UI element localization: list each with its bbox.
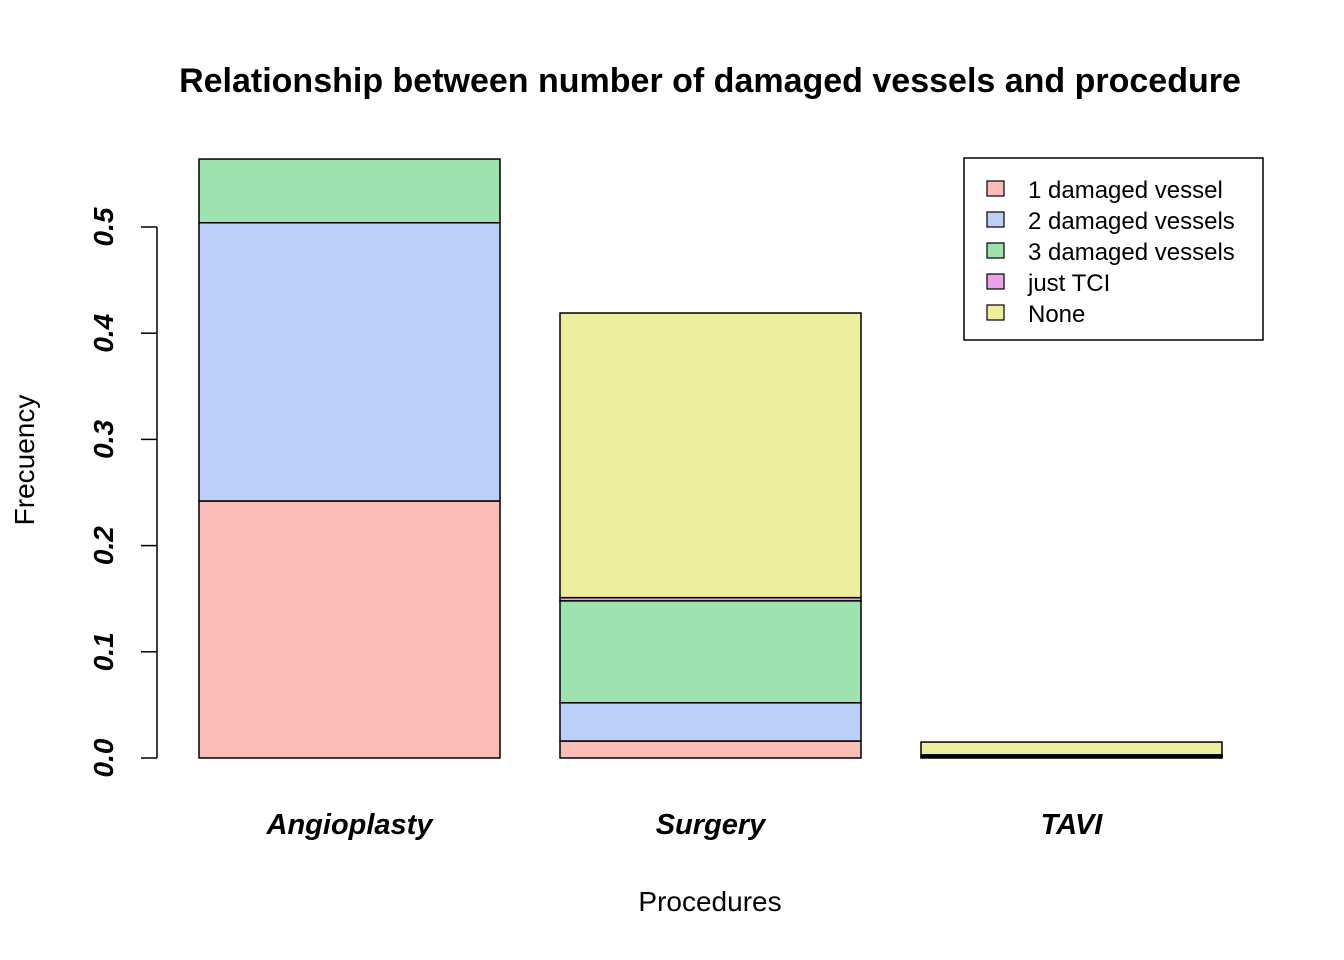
legend-box: [963, 157, 1264, 341]
y-tick-label: 0.5: [88, 207, 119, 246]
legend-swatch: [986, 242, 1005, 259]
legend-label: 1 damaged vessel: [1028, 177, 1223, 204]
x-category-labels: Angioplasty Surgery TAVI: [266, 809, 1104, 841]
bar-segment: [559, 702, 862, 742]
x-category-label: Surgery: [656, 809, 767, 841]
y-tick-label: 0.1: [88, 632, 119, 671]
bar-segment: [559, 740, 862, 759]
y-axis: 0.0 0.1 0.2 0.3 0.4 0.5: [88, 207, 158, 777]
legend-label: None: [1028, 301, 1085, 328]
y-tick-label: 0.3: [88, 420, 119, 459]
y-tick-label: 0.4: [88, 313, 119, 352]
bar-segment: [198, 158, 501, 224]
y-axis-label: Frecuency: [9, 395, 40, 526]
legend-label: just TCI: [1027, 270, 1110, 297]
legend-swatch: [986, 211, 1005, 228]
bar-segment: [559, 600, 862, 704]
x-category-label: Angioplasty: [266, 809, 435, 841]
bar-segment: [198, 500, 501, 759]
legend-swatch: [986, 304, 1005, 321]
chart-title: Relationship between number of damaged v…: [179, 62, 1241, 100]
bars: [198, 158, 1223, 759]
bar-segment: [559, 312, 862, 599]
y-tick-label: 0.0: [88, 738, 119, 777]
bar-segment: [920, 741, 1223, 756]
bar-segment: [198, 222, 501, 502]
legend-swatch: [986, 180, 1005, 197]
legend-swatch: [986, 273, 1005, 290]
x-axis-label: Procedures: [638, 886, 781, 917]
legend-label: 2 damaged vessels: [1028, 208, 1235, 235]
legend-label: 3 damaged vessels: [1028, 239, 1235, 266]
x-category-label: TAVI: [1041, 809, 1104, 841]
y-tick-label: 0.2: [88, 526, 119, 565]
legend: 1 damaged vessel 2 damaged vessels 3 damag…: [963, 157, 1264, 341]
